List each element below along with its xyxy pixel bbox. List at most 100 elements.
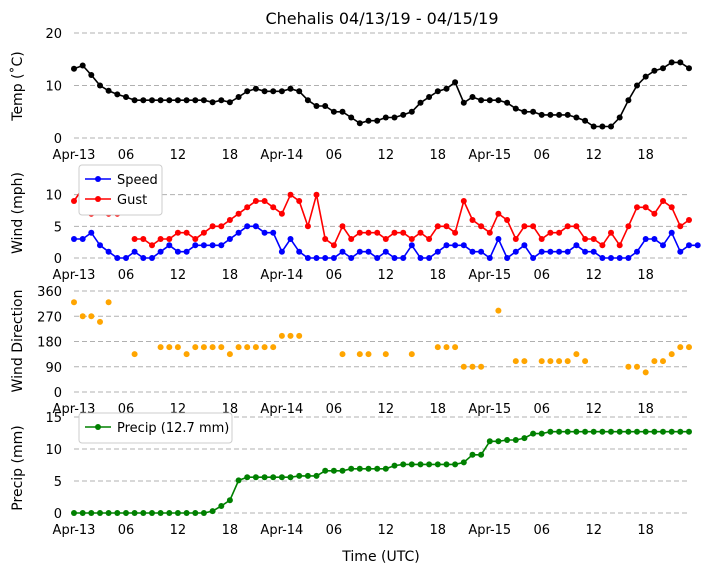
x-tick-label: Apr-15 bbox=[468, 402, 511, 417]
data-point bbox=[296, 88, 303, 95]
data-point bbox=[634, 248, 640, 255]
data-point bbox=[452, 79, 459, 86]
data-point bbox=[140, 255, 147, 261]
data-point bbox=[296, 332, 303, 339]
data-point bbox=[252, 223, 259, 230]
data-point bbox=[192, 344, 199, 351]
data-point bbox=[556, 358, 563, 365]
data-point bbox=[166, 236, 173, 242]
data-point bbox=[166, 97, 173, 104]
data-point bbox=[356, 248, 363, 255]
data-point bbox=[192, 242, 199, 249]
data-point bbox=[608, 123, 614, 130]
legend-label: Speed bbox=[117, 173, 158, 188]
x-tick-label: 12 bbox=[585, 402, 602, 417]
data-point bbox=[192, 97, 199, 104]
data-point bbox=[200, 229, 207, 236]
x-tick-label: 18 bbox=[430, 148, 447, 163]
x-tick-label: 06 bbox=[326, 148, 343, 163]
data-point bbox=[226, 236, 233, 242]
data-point bbox=[157, 97, 164, 104]
data-point bbox=[547, 428, 554, 435]
x-tick-label: 12 bbox=[170, 148, 187, 163]
data-point bbox=[131, 510, 138, 516]
data-point bbox=[495, 307, 502, 314]
data-point bbox=[339, 467, 346, 474]
data-point bbox=[270, 474, 277, 481]
data-point bbox=[686, 65, 692, 72]
legend-marker bbox=[95, 196, 101, 202]
data-point bbox=[382, 465, 389, 472]
x-tick-label: 18 bbox=[637, 148, 654, 163]
y-tick-label: 0 bbox=[54, 507, 62, 522]
data-point bbox=[218, 503, 225, 509]
data-point bbox=[105, 510, 112, 516]
data-point bbox=[677, 223, 684, 230]
data-point bbox=[400, 111, 407, 118]
data-point bbox=[564, 428, 571, 435]
y-axis-label: Temp (˚C) bbox=[9, 51, 26, 121]
data-point bbox=[365, 117, 372, 124]
data-point bbox=[88, 313, 95, 320]
data-point bbox=[252, 474, 259, 481]
data-point bbox=[348, 114, 355, 121]
data-point bbox=[530, 255, 537, 261]
data-point bbox=[668, 351, 675, 358]
data-point bbox=[123, 510, 129, 516]
data-point bbox=[149, 510, 155, 516]
data-point bbox=[478, 97, 485, 104]
data-point bbox=[244, 204, 251, 211]
data-point bbox=[547, 248, 554, 255]
y-tick-label: 20 bbox=[45, 27, 62, 42]
data-point bbox=[625, 223, 632, 230]
data-point bbox=[538, 358, 545, 365]
data-point bbox=[304, 472, 311, 479]
data-point bbox=[261, 198, 268, 204]
data-point bbox=[599, 255, 606, 261]
x-tick-label: 06 bbox=[533, 402, 550, 417]
data-point bbox=[157, 236, 164, 242]
data-point bbox=[512, 236, 519, 242]
data-point bbox=[460, 198, 467, 204]
x-tick-label: Apr-14 bbox=[260, 402, 303, 417]
legend-marker bbox=[95, 176, 101, 182]
data-point bbox=[547, 358, 554, 365]
data-point bbox=[538, 111, 545, 118]
data-point bbox=[478, 451, 485, 458]
data-point bbox=[469, 217, 476, 223]
x-tick-label: Apr-13 bbox=[53, 268, 96, 283]
data-point bbox=[278, 474, 285, 481]
data-point bbox=[270, 344, 277, 351]
data-point bbox=[400, 229, 407, 236]
data-point bbox=[495, 236, 502, 242]
y-tick-label: 180 bbox=[37, 336, 62, 351]
data-point bbox=[365, 465, 372, 472]
data-point bbox=[97, 318, 103, 325]
data-point bbox=[504, 217, 511, 223]
data-point bbox=[374, 255, 381, 261]
y-tick-label: 5 bbox=[54, 220, 62, 235]
x-tick-label: 12 bbox=[170, 268, 187, 283]
data-point bbox=[504, 255, 511, 261]
data-point bbox=[183, 229, 190, 236]
data-point bbox=[460, 242, 467, 249]
data-point bbox=[131, 97, 138, 104]
data-point bbox=[677, 428, 684, 435]
data-point bbox=[469, 248, 476, 255]
y-tick-label: 15 bbox=[45, 411, 62, 426]
data-point bbox=[434, 461, 441, 468]
data-point bbox=[235, 94, 242, 100]
data-point bbox=[469, 363, 476, 370]
data-point bbox=[530, 223, 537, 230]
data-point bbox=[261, 344, 268, 351]
series-1 bbox=[71, 59, 692, 130]
x-tick-label: 06 bbox=[326, 523, 343, 538]
data-point bbox=[174, 97, 181, 104]
data-point bbox=[209, 99, 216, 106]
data-point bbox=[79, 236, 86, 242]
data-point bbox=[356, 351, 363, 358]
data-point bbox=[174, 229, 181, 236]
data-point bbox=[131, 236, 138, 242]
panel-1: 0 10 20 Apr-13 06 12 18 Apr-14 06 12 18 Apr-15 06 12 1… bbox=[9, 27, 692, 163]
